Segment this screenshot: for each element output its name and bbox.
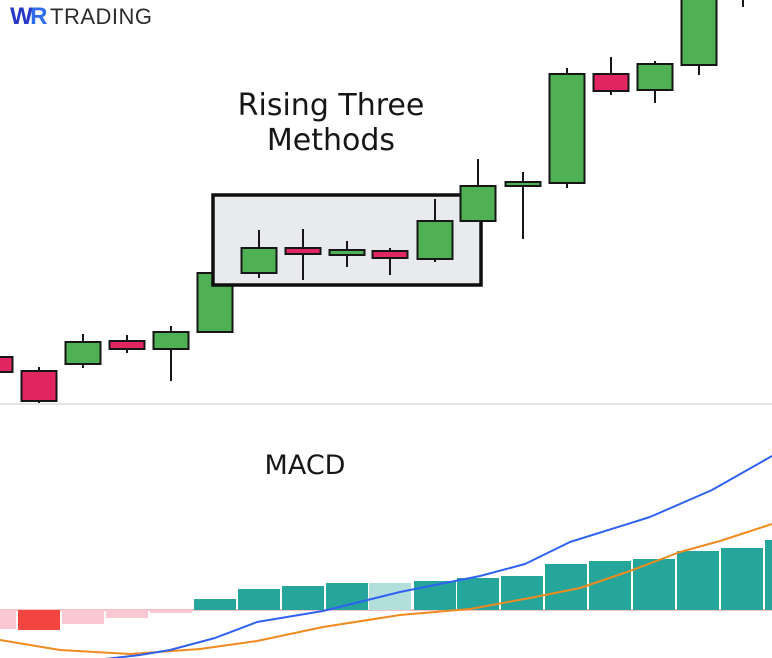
candle-body <box>548 73 586 184</box>
candle-body <box>636 63 674 91</box>
candle-body <box>108 340 146 350</box>
candle-body <box>328 249 366 256</box>
logo-letter-r: R <box>30 3 47 30</box>
candle-up <box>152 326 190 381</box>
macd-histogram-bar <box>106 610 148 618</box>
logo-wordmark: TRADING <box>50 4 153 29</box>
candle-up <box>504 172 542 239</box>
candle-up <box>636 61 674 103</box>
candle-body <box>284 247 322 255</box>
macd-line <box>104 455 772 658</box>
candle-body <box>20 370 58 402</box>
candle-body <box>504 181 542 187</box>
candle-up <box>680 0 718 75</box>
macd-histogram-bar <box>194 599 236 610</box>
candle-down <box>0 356 14 373</box>
candle-body <box>152 331 190 350</box>
candle-up <box>328 241 366 267</box>
candle-body <box>240 247 278 274</box>
candle-up <box>240 230 278 278</box>
macd-signal-line <box>0 523 772 655</box>
candle-down <box>108 335 146 353</box>
macd-histogram-bar <box>150 610 192 613</box>
candle-down <box>592 57 630 95</box>
candle-body <box>371 250 409 259</box>
candle-body <box>459 185 497 222</box>
candle-up <box>742 0 744 7</box>
indicator-title: MACD <box>264 450 346 481</box>
candle-up <box>548 68 586 188</box>
logo-letter-w: W <box>10 3 33 30</box>
macd-histogram-bar <box>18 610 60 630</box>
macd-histogram-bar <box>721 548 763 610</box>
macd-histogram-bar <box>501 576 543 610</box>
candle-body <box>416 220 454 260</box>
logo: WR TRADING <box>10 3 153 31</box>
macd-histogram-bar <box>589 561 631 610</box>
candle-down <box>284 229 322 280</box>
pattern-title: Rising Three Methods <box>237 88 425 158</box>
candle-body <box>680 0 718 66</box>
macd-histogram-bar <box>62 610 104 624</box>
macd-histogram-bar <box>765 540 772 610</box>
candle-down <box>20 367 58 404</box>
macd-histogram-bar <box>0 610 16 629</box>
candle-body <box>64 341 102 365</box>
candle-body <box>0 356 14 373</box>
macd-histogram-bar <box>369 583 411 610</box>
candle-down <box>371 248 409 275</box>
macd-histogram-bar <box>282 586 324 610</box>
candle-up <box>64 334 102 368</box>
logo-monogram: WR <box>10 3 47 31</box>
macd-histogram-bar <box>238 589 280 610</box>
macd-histogram-bar <box>677 551 719 610</box>
candle-body <box>592 73 630 92</box>
candle-up <box>459 159 497 222</box>
candle-up <box>416 199 454 262</box>
